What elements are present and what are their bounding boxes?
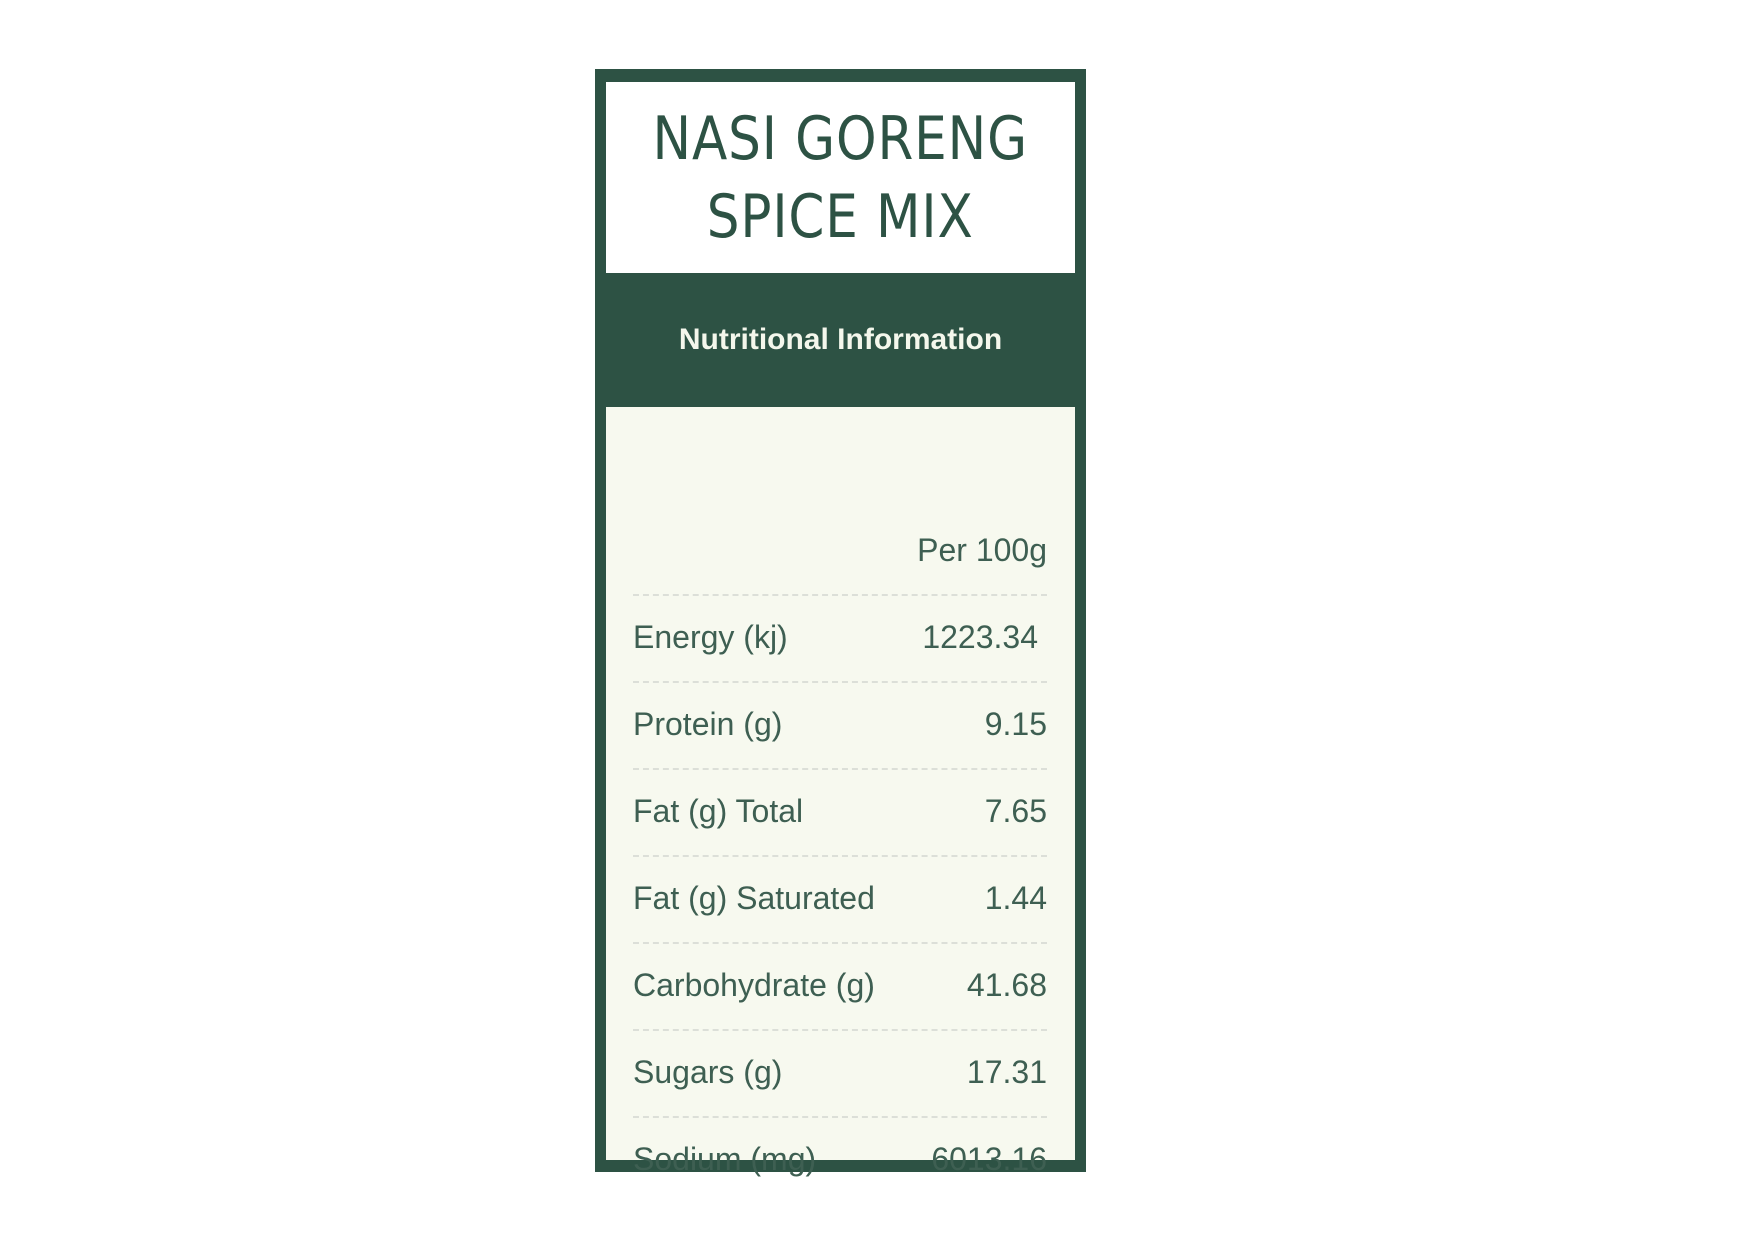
table-row: Carbohydrate (g) 41.68 [633, 942, 1047, 1029]
divider [633, 594, 1047, 596]
row-value: 41.68 [966, 967, 1047, 1003]
row-label: Protein (g) [633, 706, 783, 742]
column-header: Per 100g [917, 532, 1047, 568]
row-label: Energy (kj) [633, 619, 788, 655]
divider [633, 768, 1047, 770]
table-row: Energy (kj) 1223.34 [633, 594, 1047, 681]
row-value: 17.31 [966, 1054, 1047, 1090]
table-row: Fat (g) Saturated 1.44 [633, 855, 1047, 942]
product-title-line-1: NASI GORENG [652, 103, 1029, 174]
divider [633, 1116, 1047, 1118]
nutrition-table: Per 100g Energy (kj) 1223.34 Protein (g)… [606, 407, 1075, 1177]
row-label: Fat (g) Saturated [633, 880, 875, 916]
row-label: Fat (g) Total [633, 793, 804, 829]
product-title-box: NASI GORENG SPICE MIX [606, 82, 1075, 273]
row-value: 6013.16 [931, 1141, 1047, 1177]
table-row: Sugars (g) 17.31 [633, 1029, 1047, 1116]
row-label: Sodium (mg) [633, 1141, 817, 1177]
table-row: Fat (g) Total 7.65 [633, 768, 1047, 855]
section-title: Nutritional Information [678, 323, 1003, 356]
section-header: Nutritional Information [606, 273, 1075, 407]
nutrition-label: NASI GORENG SPICE MIX Nutritional Inform… [595, 69, 1086, 1177]
row-label: Sugars (g) [633, 1054, 783, 1090]
divider [633, 1029, 1047, 1031]
divider [633, 855, 1047, 857]
table-row: Sodium (mg) 6013.16 [633, 1116, 1047, 1203]
row-value: 7.65 [984, 793, 1047, 829]
row-value: 9.15 [984, 706, 1047, 742]
product-title-line-2: SPICE MIX [707, 181, 974, 252]
divider [633, 681, 1047, 683]
row-value: 1223.34 [922, 619, 1038, 655]
row-label: Carbohydrate (g) [633, 967, 875, 1003]
table-header-row: Per 100g [633, 507, 1047, 594]
divider [633, 942, 1047, 944]
table-row: Protein (g) 9.15 [633, 681, 1047, 768]
row-value: 1.44 [984, 880, 1047, 916]
